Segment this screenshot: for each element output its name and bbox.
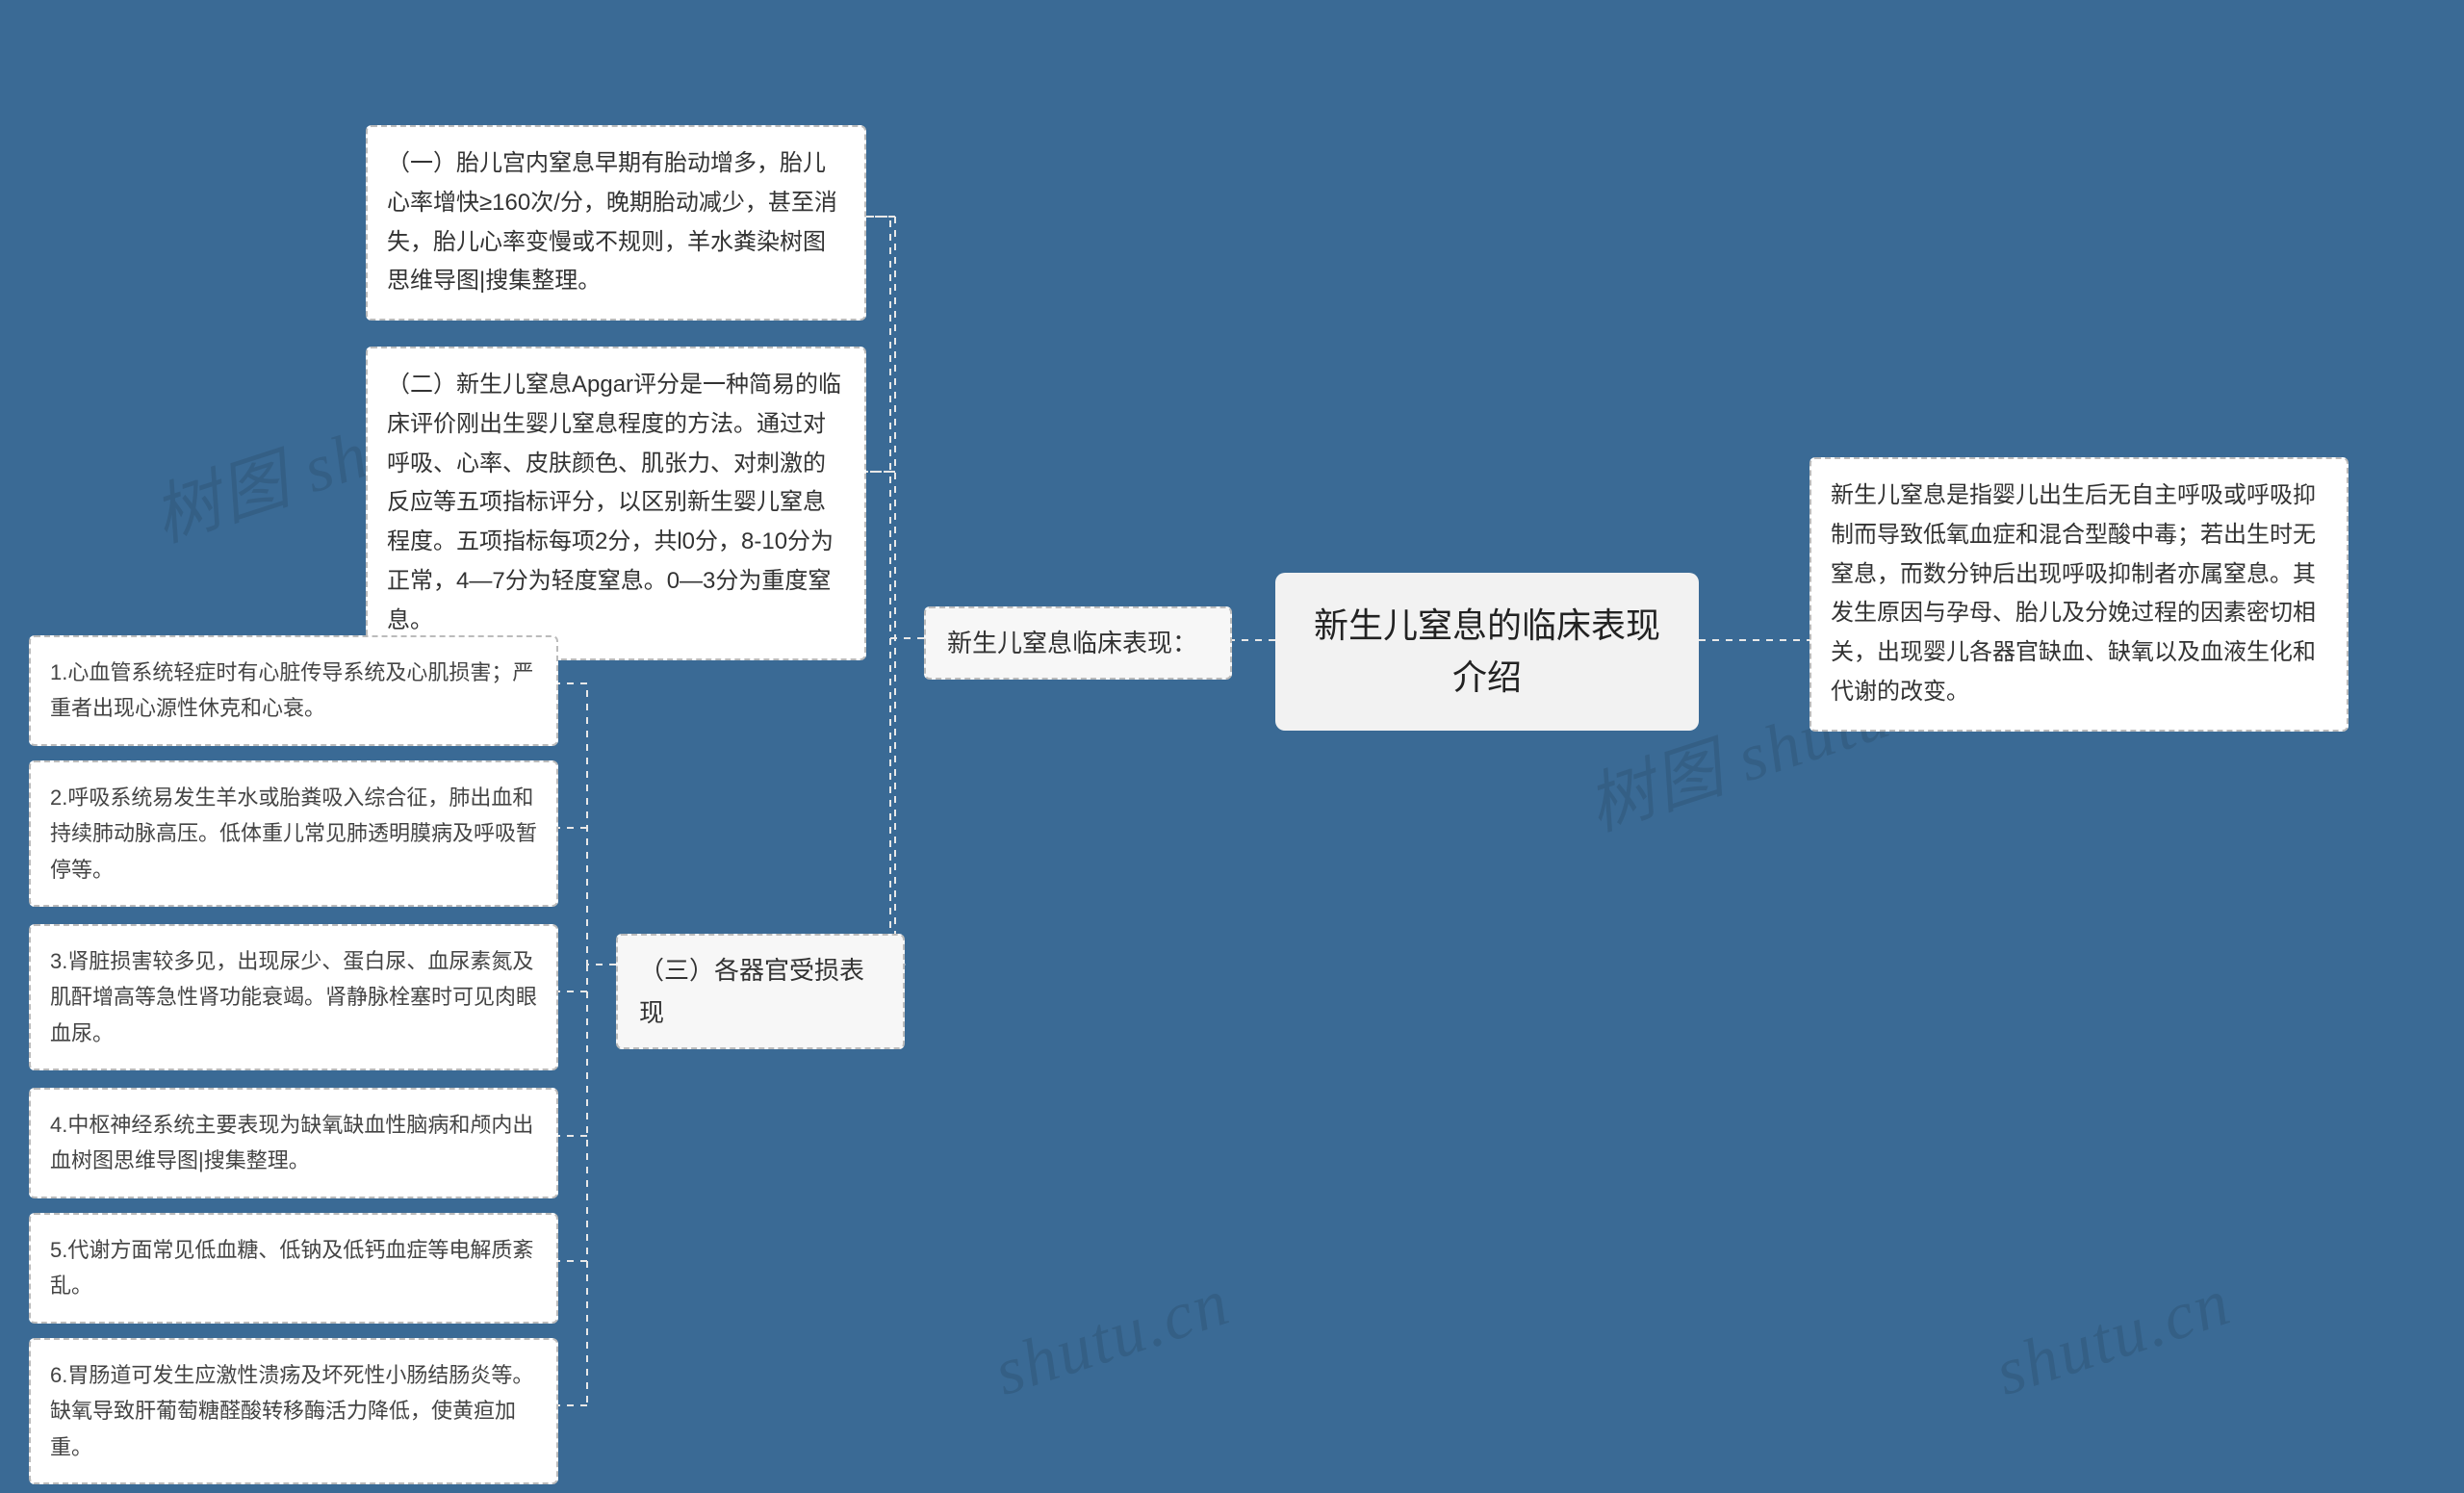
root-node[interactable]: 新生儿窒息的临床表现介绍 xyxy=(1275,573,1699,731)
child-node-2[interactable]: （二）新生儿窒息Apgar评分是一种简易的临床评价刚出生婴儿窒息程度的方法。通过… xyxy=(366,347,866,660)
clinical-manifestation-node[interactable]: 新生儿窒息临床表现： xyxy=(924,606,1232,680)
organ-item-3[interactable]: 3.肾脏损害较多见，出现尿少、蛋白尿、血尿素氮及肌酐增高等急性肾功能衰竭。肾静脉… xyxy=(29,924,558,1070)
organ-item-5[interactable]: 5.代谢方面常见低血糖、低钠及低钙血症等电解质紊乱。 xyxy=(29,1213,558,1324)
child-node-1[interactable]: （一）胎儿宫内窒息早期有胎动增多，胎儿心率增快≥160次/分，晚期胎动减少，甚至… xyxy=(366,125,866,321)
organ-item-6[interactable]: 6.胃肠道可发生应激性溃疡及坏死性小肠结肠炎等。缺氧导致肝葡萄糖醛酸转移酶活力降… xyxy=(29,1338,558,1484)
organ-item-4[interactable]: 4.中枢神经系统主要表现为缺氧缺血性脑病和颅内出血树图思维导图|搜集整理。 xyxy=(29,1088,558,1198)
child-node-3[interactable]: （三）各器官受损表现 xyxy=(616,934,905,1049)
organ-item-1[interactable]: 1.心血管系统轻症时有心脏传导系统及心肌损害；严重者出现心源性休克和心衰。 xyxy=(29,635,558,746)
organ-item-2[interactable]: 2.呼吸系统易发生羊水或胎粪吸入综合征，肺出血和持续肺动脉高压。低体重儿常见肺透… xyxy=(29,760,558,907)
definition-node[interactable]: 新生儿窒息是指婴儿出生后无自主呼吸或呼吸抑制而导致低氧血症和混合型酸中毒；若出生… xyxy=(1810,457,2348,732)
